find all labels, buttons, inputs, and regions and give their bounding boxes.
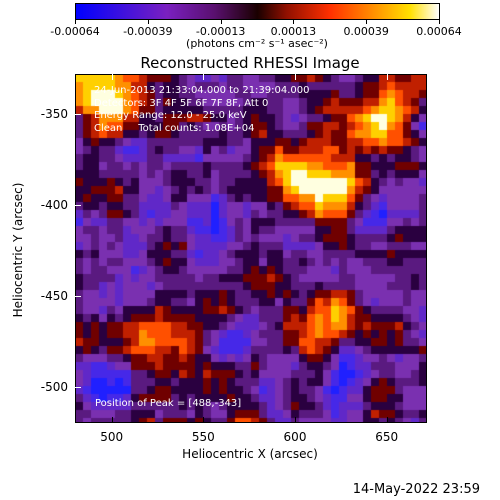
- x-tick-mark: [203, 417, 205, 423]
- x-axis-label: Heliocentric X (arcsec): [182, 447, 318, 461]
- colorbar-tick: [220, 20, 222, 24]
- x-tick-mark: [295, 74, 296, 80]
- colorbar-tick: [75, 20, 76, 24]
- image-info: 24-Jun-2013 21:33:04.000 to 21:39:04.000…: [94, 85, 310, 135]
- y-tick-mark: [75, 386, 81, 388]
- y-tick-mark: [75, 204, 81, 206]
- colorbar-tick-label: 0.00013: [270, 25, 317, 38]
- y-tick-label: -500: [40, 379, 68, 394]
- colorbar-tick-label: -0.00064: [50, 25, 100, 38]
- colorbar: [75, 3, 440, 20]
- plot-area: [75, 74, 427, 423]
- x-tick-label: 500: [100, 430, 124, 444]
- heatmap-image: [75, 74, 427, 423]
- x-tick-mark: [111, 74, 113, 80]
- peak-position-text: Position of Peak = [488,-343]: [95, 398, 242, 409]
- y-tick-label: -400: [40, 197, 68, 212]
- x-tick-mark: [111, 417, 113, 423]
- time-range-text: 24-Jun-2013 21:33:04.000 to 21:39:04.000: [94, 85, 310, 96]
- colorbar-tick: [293, 20, 295, 24]
- energy-range-text: Energy Range: 12.0 - 25.0 keV: [94, 110, 247, 121]
- x-tick-mark: [386, 74, 388, 80]
- colorbar-units: (photons cm⁻² s⁻¹ asec⁻²): [186, 37, 328, 50]
- colorbar-tick-label: 0.00039: [343, 25, 389, 38]
- detectors-text: Detectors: 3F 4F 5F 6F 7F 8F, Att 0: [94, 97, 269, 109]
- colorbar-tick-label: -0.00013: [195, 25, 246, 38]
- colorbar-tick: [366, 20, 368, 24]
- x-tick-label: 600: [283, 430, 307, 444]
- y-tick-mark: [75, 113, 81, 115]
- algorithm-text: Clean Total counts: 1.08E+04: [94, 122, 255, 134]
- plot-title: Reconstructed RHESSI Image: [140, 54, 360, 72]
- x-tick-mark: [203, 74, 205, 80]
- y-axis-label: Heliocentric Y (arcsec): [11, 182, 25, 318]
- colorbar-tick: [147, 20, 149, 24]
- timestamp-footer: 14-May-2022 23:59: [352, 482, 480, 497]
- x-tick-label: 650: [375, 430, 399, 444]
- colorbar-tick-label: 0.00064: [416, 25, 462, 38]
- colorbar-tick: [439, 20, 440, 24]
- y-tick-mark: [75, 295, 81, 297]
- y-tick-label: -450: [40, 288, 68, 303]
- x-tick-label: 550: [191, 430, 215, 444]
- x-tick-mark: [295, 417, 296, 423]
- colorbar-tick-label: -0.00039: [123, 25, 173, 38]
- x-tick-mark: [386, 417, 388, 423]
- y-tick-label: -350: [40, 106, 68, 121]
